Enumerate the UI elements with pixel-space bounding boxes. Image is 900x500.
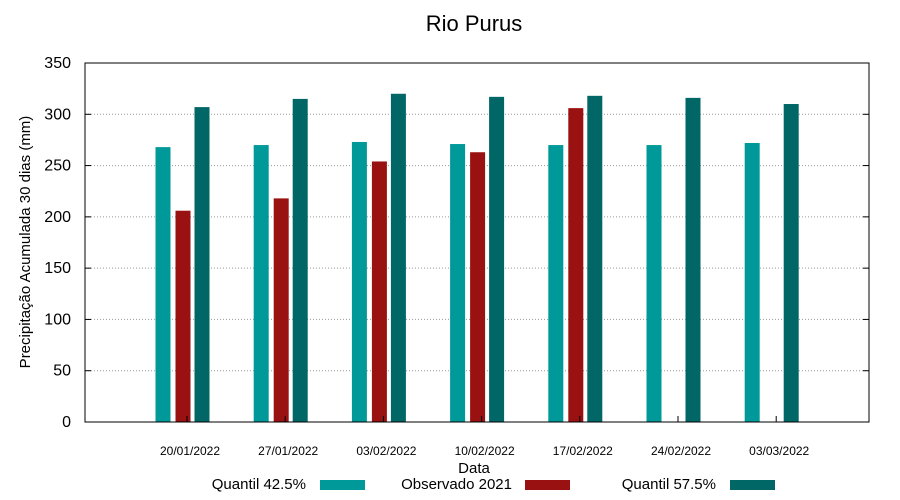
x-tick-label: 03/03/2022 [749, 444, 809, 458]
plot-frame [84, 62, 870, 423]
x-tick-label: 17/02/2022 [553, 444, 613, 458]
legend-swatch [320, 480, 365, 490]
y-axis-label: Precipitação Acumulada 30 dias (mm) [17, 116, 34, 369]
y-tick-label: 0 [62, 414, 71, 431]
bar [685, 97, 701, 423]
bar [292, 98, 308, 423]
bar [390, 93, 406, 423]
bar [371, 161, 387, 422]
y-tick-label: 250 [44, 158, 71, 175]
x-axis-label: Data [458, 460, 490, 477]
bar [783, 104, 799, 423]
y-tick-label: 350 [44, 55, 71, 72]
bar [351, 141, 367, 423]
x-axis-ticks: 20/01/2022 27/01/2022 03/02/2022 10/02/2022… [160, 416, 810, 458]
x-tick-label: 20/01/2022 [160, 444, 220, 458]
legend-label: Quantil 42.5% [212, 476, 306, 493]
legend-swatch [525, 480, 570, 490]
bar [175, 210, 191, 422]
bar [253, 145, 269, 423]
bar [744, 143, 760, 422]
bar [646, 145, 662, 423]
legend-label: Observado 2021 [401, 476, 512, 493]
y-tick-label: 50 [53, 363, 71, 380]
bars-layer [155, 93, 799, 423]
y-tick-label: 300 [44, 106, 71, 123]
bar [489, 96, 505, 422]
x-tick-label: 24/02/2022 [651, 444, 711, 458]
bar [568, 108, 584, 422]
bar [587, 95, 603, 422]
bar [548, 145, 564, 423]
y-tick-label: 150 [44, 260, 71, 277]
bar [450, 144, 466, 422]
y-axis-ticks: 0 50 100 150 200 250 300 350 [44, 55, 869, 431]
legend-swatch [730, 480, 775, 490]
x-tick-label: 27/01/2022 [258, 444, 318, 458]
bar [273, 198, 289, 422]
x-tick-label: 03/02/2022 [356, 444, 416, 458]
x-tick-label: 10/02/2022 [455, 444, 515, 458]
legend: Quantil 42.5% Observado 2021 Quantil 57.5% [212, 476, 775, 493]
y-tick-label: 200 [44, 209, 71, 226]
legend-label: Quantil 57.5% [622, 476, 716, 493]
chart-title: Rio Purus [426, 11, 523, 36]
bar [155, 147, 171, 422]
y-tick-label: 100 [44, 311, 71, 328]
bar [194, 107, 210, 422]
bar [470, 152, 486, 423]
